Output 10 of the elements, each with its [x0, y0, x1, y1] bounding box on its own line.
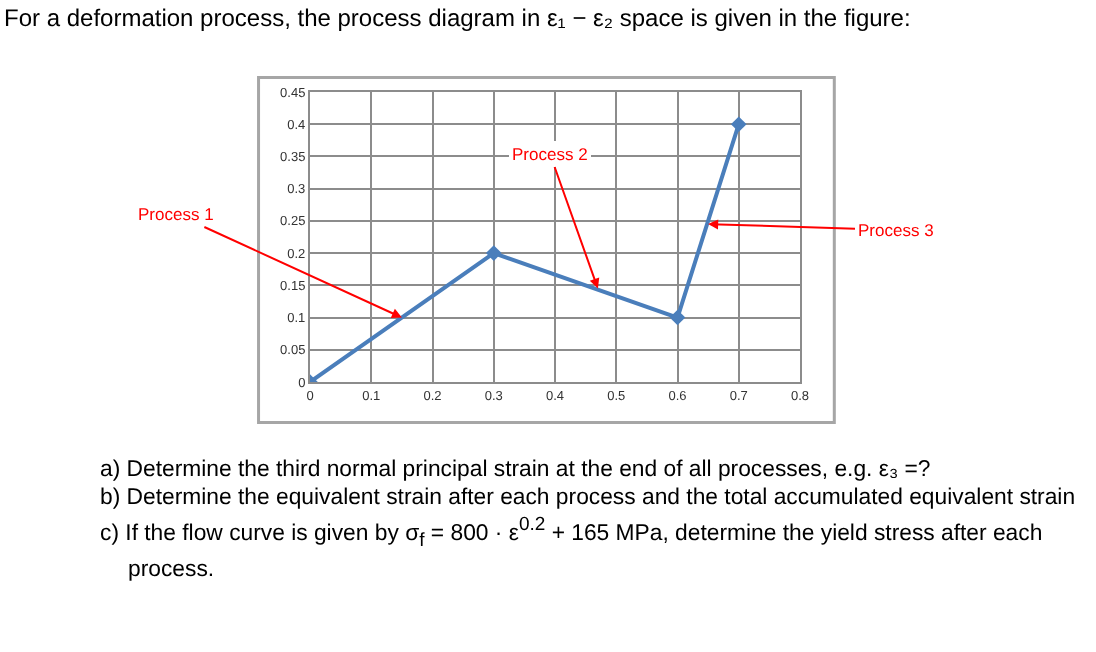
text: c) If the flow curve is given by σ$_{f}$ = 800 · ε$^{0.2}$ + 165 MPa, determine the yield stress after each process.: [100, 514, 1043, 583]
chart-title: For a deformation process, the process diagram in ε₁ − ε₂ space is given in the figure:: [4, 4, 911, 32]
point: [485, 245, 502, 261]
point: [669, 309, 686, 326]
annotation: Process 2: [512, 144, 589, 164]
point: [730, 116, 747, 133]
text: a) Determine the third normal principal strain at the end of all processes, e.g. ε₃ =?: [100, 456, 933, 484]
annotation: Process 1: [138, 204, 215, 224]
annotation: Process 3: [858, 220, 935, 240]
text: b) Determine the equivalent strain after each process and the total accumulated equivalent strain: [100, 484, 1078, 512]
